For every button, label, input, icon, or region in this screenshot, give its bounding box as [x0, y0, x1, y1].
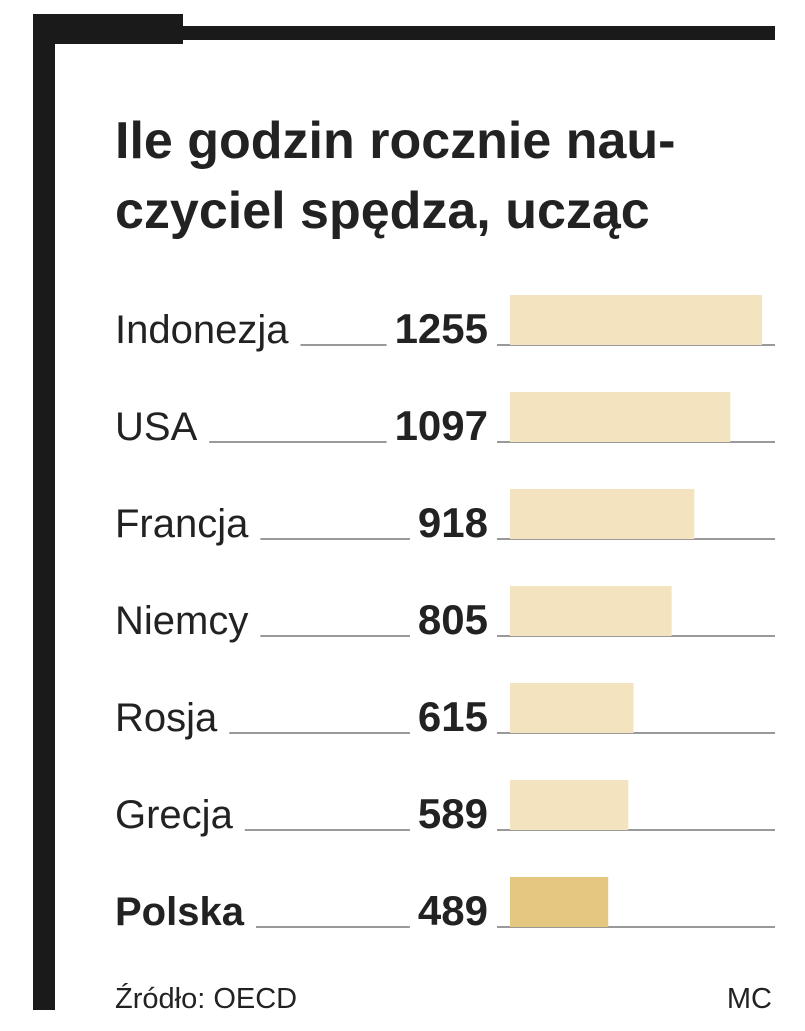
bar — [510, 586, 672, 636]
value-label: 1097 — [395, 402, 488, 449]
category-label: Grecja — [115, 793, 234, 837]
value-label: 489 — [418, 887, 488, 934]
frame-top — [183, 26, 775, 40]
category-label: Niemcy — [115, 599, 248, 643]
value-label: 1255 — [395, 305, 488, 352]
bar — [510, 295, 762, 345]
source: Źródło: OECD — [115, 982, 297, 1015]
category-label: Polska — [115, 890, 245, 934]
bar — [510, 877, 609, 927]
value-label: 589 — [418, 790, 488, 837]
bar — [510, 683, 634, 733]
chart-title: Ile godzin rocznie nau- — [115, 112, 675, 170]
bar — [510, 780, 629, 830]
frame-left — [33, 14, 55, 1010]
value-label: 805 — [418, 596, 488, 643]
category-label: Indonezja — [115, 308, 289, 352]
value-label: 918 — [418, 499, 488, 546]
value-label: 615 — [418, 693, 488, 740]
frame-top-thick — [33, 14, 183, 44]
bar — [510, 489, 695, 539]
category-label: Francja — [115, 502, 249, 546]
category-label: Rosja — [115, 696, 218, 740]
category-label: USA — [115, 405, 198, 449]
credit: MC — [727, 983, 772, 1015]
chart-title: czyciel spędza, ucząc — [115, 182, 650, 240]
bar — [510, 392, 731, 442]
